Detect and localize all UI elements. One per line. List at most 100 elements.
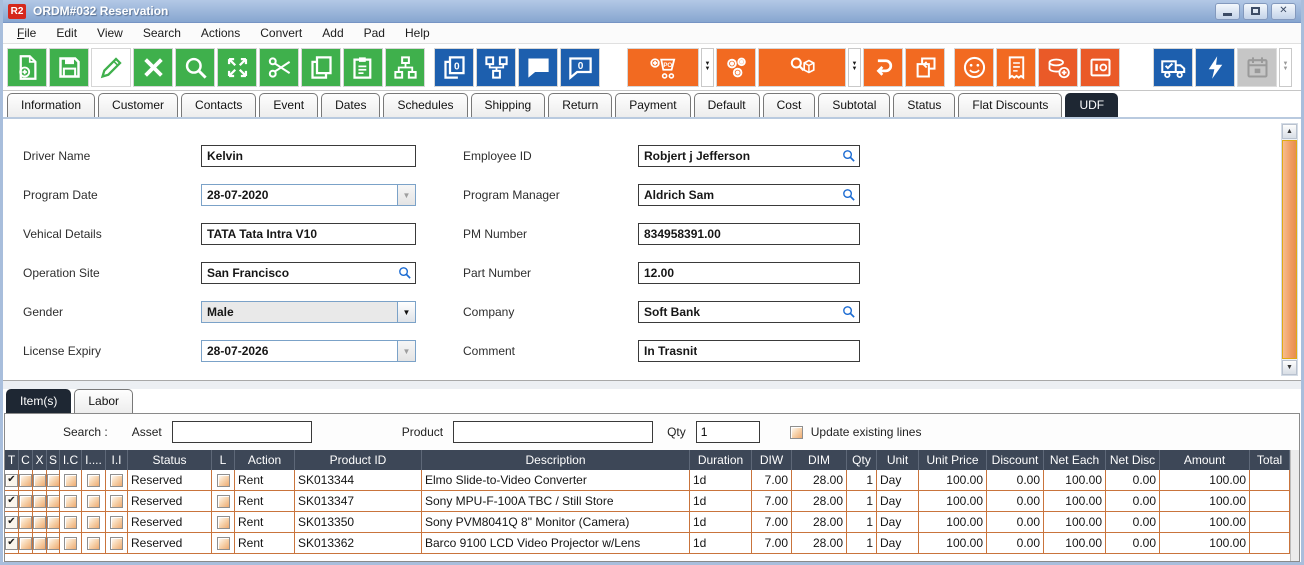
- s-checkbox[interactable]: [47, 473, 59, 487]
- t-checkbox[interactable]: [5, 473, 18, 487]
- maximize-button[interactable]: [1243, 2, 1268, 20]
- c-checkbox[interactable]: [19, 494, 32, 508]
- scroll-up-arrow[interactable]: ▲: [1282, 124, 1297, 139]
- gears-button[interactable]: [716, 47, 756, 87]
- search-icon[interactable]: [841, 148, 856, 168]
- operation-site-field[interactable]: San Francisco: [201, 262, 416, 284]
- comment-field[interactable]: In Trasnit: [638, 340, 860, 362]
- col-header-t[interactable]: T: [5, 450, 19, 470]
- col-header-diw[interactable]: DIW: [752, 450, 792, 470]
- tab-shipping[interactable]: Shipping: [470, 93, 546, 117]
- col-header-duration[interactable]: Duration: [690, 450, 752, 470]
- search-button[interactable]: [175, 47, 215, 87]
- pm-number-field[interactable]: 834958391.00: [638, 223, 860, 245]
- tab-labor[interactable]: Labor: [74, 389, 134, 413]
- ii-checkbox[interactable]: [110, 473, 123, 487]
- col-header-l[interactable]: L: [212, 450, 235, 470]
- new-record-button[interactable]: [7, 47, 47, 87]
- chevron-down-icon[interactable]: ▼: [397, 302, 415, 322]
- col-header-discount[interactable]: Discount: [987, 450, 1044, 470]
- message-zero-button[interactable]: [560, 47, 600, 87]
- col-header-i-c[interactable]: I.C: [60, 450, 82, 470]
- paste-button[interactable]: [343, 47, 383, 87]
- search-icon[interactable]: [841, 187, 856, 207]
- tab-udf[interactable]: UDF: [1065, 93, 1119, 117]
- menu-edit[interactable]: Edit: [56, 26, 78, 40]
- tab-default[interactable]: Default: [693, 93, 760, 117]
- ii-checkbox[interactable]: [110, 494, 123, 508]
- save-button[interactable]: [49, 47, 89, 87]
- search-icon[interactable]: [397, 265, 412, 285]
- x-checkbox[interactable]: [33, 515, 46, 529]
- c-checkbox[interactable]: [19, 515, 32, 529]
- asset-input[interactable]: [171, 421, 312, 443]
- table-scrollbar[interactable]: [1290, 450, 1299, 561]
- company-field[interactable]: Soft Bank: [638, 301, 860, 323]
- menu-add[interactable]: Add: [322, 26, 344, 40]
- t-checkbox[interactable]: [5, 494, 18, 508]
- c-checkbox[interactable]: [19, 536, 32, 550]
- employee-id-field[interactable]: Robjert j Jefferson: [638, 145, 860, 167]
- receipt-button[interactable]: [996, 47, 1036, 87]
- tab-dates[interactable]: Dates: [321, 93, 381, 117]
- s-checkbox[interactable]: [47, 515, 59, 529]
- lightning-button[interactable]: [1195, 47, 1235, 87]
- l-checkbox[interactable]: [216, 494, 230, 508]
- search-product-dropdown[interactable]: ▼ ▼: [848, 47, 861, 87]
- tab-cost[interactable]: Cost: [762, 93, 816, 117]
- delete-button[interactable]: [133, 47, 173, 87]
- menu-search[interactable]: Search: [142, 26, 181, 40]
- gender-field[interactable]: Male ▼: [201, 301, 416, 323]
- ic-checkbox[interactable]: [64, 494, 77, 508]
- minimize-button[interactable]: [1215, 2, 1240, 20]
- col-header-action[interactable]: Action: [235, 450, 295, 470]
- ii-checkbox[interactable]: [110, 515, 123, 529]
- tab-customer[interactable]: Customer: [98, 93, 179, 117]
- col-header-s[interactable]: S: [47, 450, 60, 470]
- c-checkbox[interactable]: [19, 473, 32, 487]
- l-checkbox[interactable]: [216, 473, 230, 487]
- program-manager-field[interactable]: Aldrich Sam: [638, 184, 860, 206]
- col-header-i[interactable]: I....: [82, 450, 106, 470]
- add-po-cart-dropdown[interactable]: ▼ ▼: [701, 47, 714, 87]
- tab-status[interactable]: Status: [893, 93, 956, 117]
- part-number-field[interactable]: 12.00: [638, 262, 860, 284]
- menu-file[interactable]: File: [17, 26, 37, 40]
- tab-return[interactable]: Return: [548, 93, 613, 117]
- col-header-unit-price[interactable]: Unit Price: [919, 450, 987, 470]
- license-expiry-field[interactable]: 28-07-2026 ▼: [201, 340, 416, 362]
- idot-checkbox[interactable]: [87, 515, 100, 529]
- col-header-c[interactable]: C: [19, 450, 33, 470]
- col-header-description[interactable]: Description: [422, 450, 690, 470]
- x-checkbox[interactable]: [33, 494, 46, 508]
- update-existing-lines-checkbox[interactable]: [789, 425, 803, 439]
- menu-pad[interactable]: Pad: [363, 26, 385, 40]
- return-box-button[interactable]: [905, 47, 945, 87]
- tab-flat-discounts[interactable]: Flat Discounts: [958, 93, 1063, 117]
- expand-button[interactable]: [217, 47, 257, 87]
- tab-contacts[interactable]: Contacts: [181, 93, 257, 117]
- t-checkbox[interactable]: [5, 515, 18, 529]
- cut-button[interactable]: [259, 47, 299, 87]
- network-button[interactable]: [476, 47, 516, 87]
- col-header-net-disc[interactable]: Net Disc: [1106, 450, 1160, 470]
- close-button[interactable]: ✕: [1271, 2, 1296, 20]
- col-header-i-i[interactable]: I.I: [106, 450, 128, 470]
- menu-view[interactable]: View: [97, 26, 123, 40]
- search-icon[interactable]: [841, 304, 856, 324]
- tab-schedules[interactable]: Schedules: [383, 93, 468, 117]
- tab-information[interactable]: Information: [7, 93, 96, 117]
- coins-add-button[interactable]: [1038, 47, 1078, 87]
- message-button[interactable]: [518, 47, 558, 87]
- edit-button[interactable]: [91, 47, 131, 87]
- idot-checkbox[interactable]: [87, 536, 100, 550]
- safe-button[interactable]: [1080, 47, 1120, 87]
- col-header-x[interactable]: X: [33, 450, 47, 470]
- driver-name-field[interactable]: Kelvin: [201, 145, 416, 167]
- l-checkbox[interactable]: [216, 536, 230, 550]
- menu-convert[interactable]: Convert: [260, 26, 303, 40]
- menu-help[interactable]: Help: [404, 26, 430, 40]
